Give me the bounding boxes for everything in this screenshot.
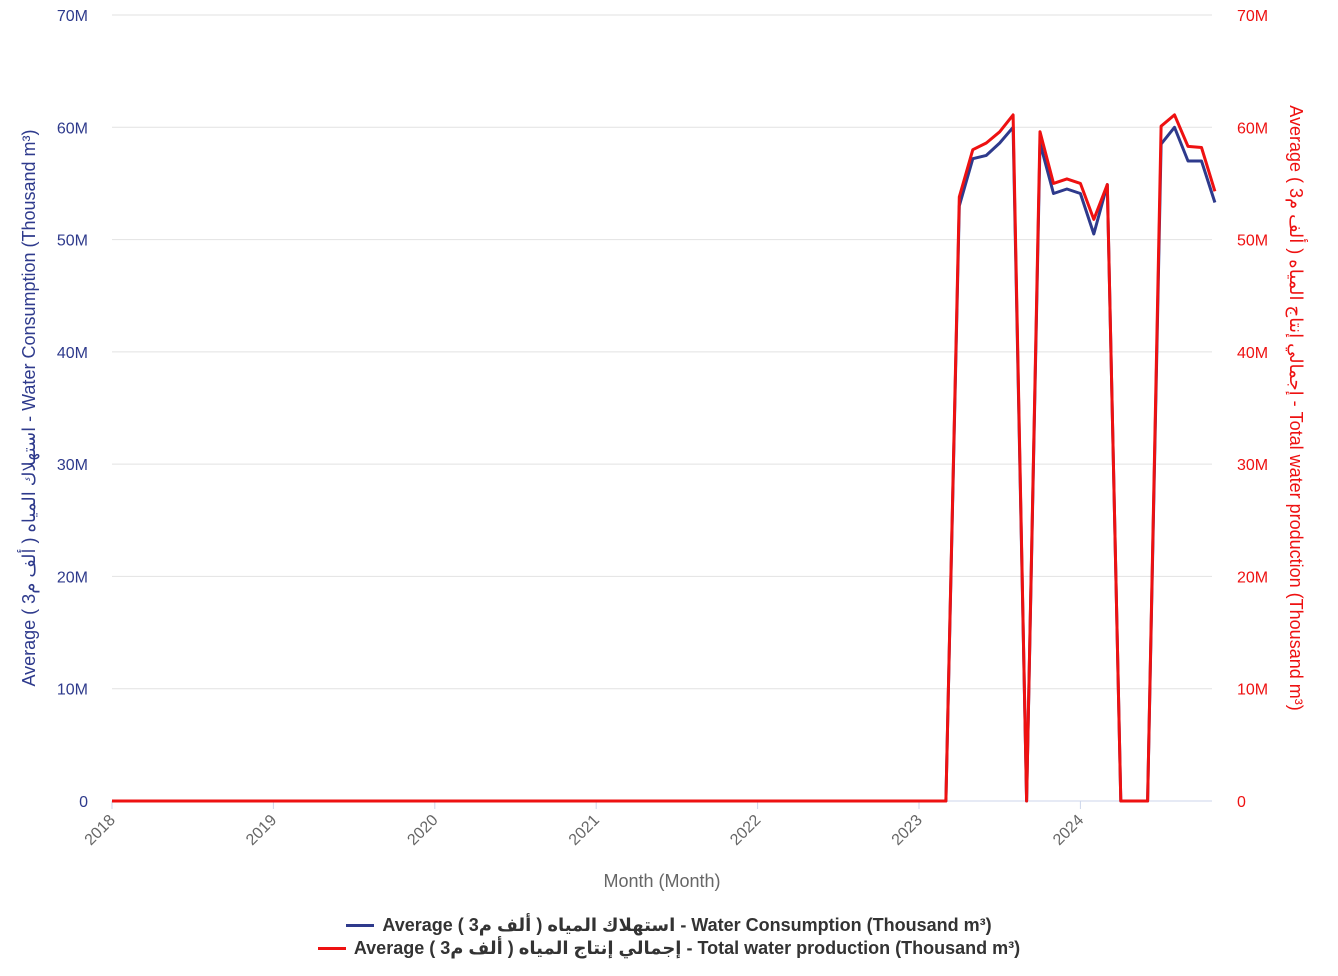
legend: Average ( ألف م3 ) استهلاك المياه - Wate… [0, 914, 1338, 960]
y-left-tick-label: 20M [57, 569, 88, 586]
x-tick-label: 2021 [566, 812, 603, 849]
x-tick-label: 2018 [82, 812, 119, 849]
y-right-tick-label: 60M [1237, 120, 1268, 137]
x-axis: 2018 2019 2020 2021 2022 2023 2024 [82, 800, 1212, 849]
x-tick-label: 2023 [889, 812, 926, 849]
legend-label-consumption: Average ( ألف م3 ) استهلاك المياه - Wate… [382, 915, 992, 935]
y-right-tick-label: 20M [1237, 569, 1268, 586]
y-right-tick-label: 70M [1237, 8, 1268, 25]
x-tick-label: 2024 [1050, 812, 1087, 849]
y-left-tick-label: 0 [79, 794, 88, 811]
x-tick-label: 2020 [404, 812, 441, 849]
y-right-tick-label: 40M [1237, 345, 1268, 362]
y-right-tick-label: 50M [1237, 233, 1268, 250]
legend-item-consumption[interactable]: Average ( ألف م3 ) استهلاك المياه - Wate… [346, 914, 992, 937]
y-right-tick-label: 30M [1237, 457, 1268, 474]
y-axis-left: 0 10M 20M 30M 40M 50M 60M 70M [57, 8, 88, 811]
y-left-tick-label: 60M [57, 120, 88, 137]
y-left-tick-label: 50M [57, 233, 88, 250]
y-right-tick-label: 10M [1237, 682, 1268, 699]
y-right-tick-label: 0 [1237, 794, 1246, 811]
legend-swatch-production [317, 947, 346, 950]
legend-swatch-consumption [346, 924, 375, 927]
series [112, 113, 1217, 803]
x-tick-label: 2019 [243, 812, 280, 849]
y-axis-left-title: Average ( ألف م3 ) استهلاك المياه - Wate… [17, 129, 40, 686]
x-tick-label: 2022 [727, 812, 764, 849]
y-axis-right: 0 10M 20M 30M 40M 50M 60M 70M [1237, 8, 1268, 811]
y-left-tick-label: 10M [57, 682, 88, 699]
y-axis-right-title: Average ( ألف م3 ) إجمالي إنتاج المياه -… [1285, 105, 1308, 710]
y-left-tick-label: 30M [57, 457, 88, 474]
legend-item-production[interactable]: Average ( ألف م3 ) إجمالي إنتاج المياه -… [317, 937, 1021, 960]
series-line-water-production[interactable] [112, 113, 1217, 803]
legend-label-production: Average ( ألف م3 ) إجمالي إنتاج المياه -… [353, 938, 1021, 958]
y-left-tick-label: 70M [57, 8, 88, 25]
x-axis-title: Month (Month) [603, 871, 720, 891]
gridlines [112, 14, 1212, 802]
y-left-tick-label: 40M [57, 345, 88, 362]
